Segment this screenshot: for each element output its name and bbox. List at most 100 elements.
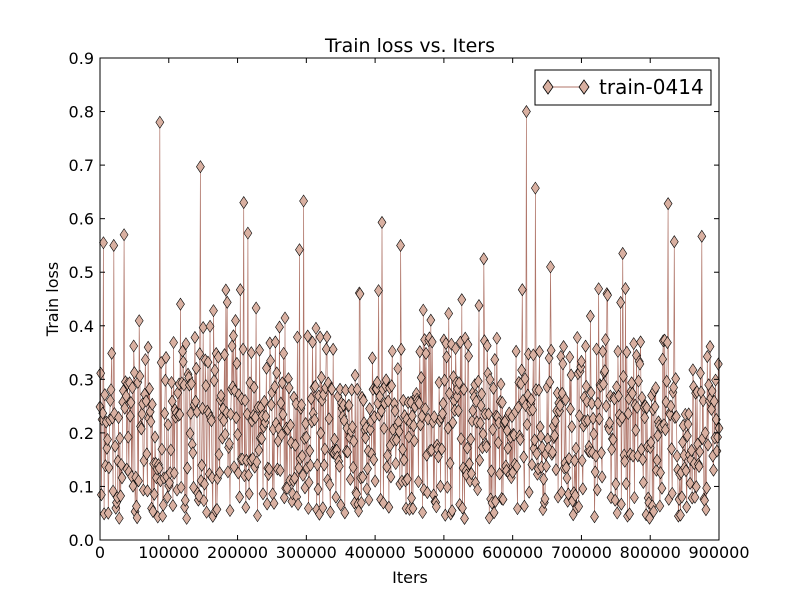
data-point-marker xyxy=(132,511,142,525)
data-point-marker xyxy=(383,448,392,463)
x-tick-label: 900000 xyxy=(688,543,749,562)
data-point-marker xyxy=(209,304,218,318)
data-point-marker xyxy=(484,407,493,421)
data-point-marker xyxy=(485,372,495,387)
data-point-marker xyxy=(369,453,379,467)
data-point-marker xyxy=(466,432,476,446)
data-point-marker xyxy=(297,449,307,463)
data-point-marker xyxy=(453,404,463,418)
data-point-marker xyxy=(619,369,628,383)
data-point-marker xyxy=(517,283,527,297)
data-point-marker xyxy=(372,375,382,389)
data-point-marker xyxy=(374,284,383,298)
data-point-marker xyxy=(447,504,457,518)
data-point-marker xyxy=(601,399,611,413)
data-point-marker xyxy=(434,450,443,464)
x-tick-label: 0 xyxy=(95,543,105,562)
data-point-marker xyxy=(421,346,431,360)
data-point-marker xyxy=(427,335,437,349)
data-point-marker xyxy=(561,393,570,407)
data-point-marker xyxy=(216,389,226,403)
data-point-marker xyxy=(631,423,641,437)
data-point-marker xyxy=(477,387,487,401)
data-point-marker xyxy=(251,410,260,424)
data-point-marker xyxy=(645,511,654,525)
data-point-marker xyxy=(293,330,302,344)
data-point-marker xyxy=(147,397,157,411)
data-point-marker xyxy=(700,426,710,440)
data-point-marker xyxy=(190,330,200,345)
data-point-marker xyxy=(102,441,112,455)
data-point-marker xyxy=(277,428,286,442)
data-point-marker xyxy=(142,447,152,461)
data-point-marker xyxy=(677,490,687,504)
data-point-marker xyxy=(684,407,694,421)
data-point-marker xyxy=(555,398,565,413)
data-point-marker xyxy=(359,393,368,408)
data-point-marker xyxy=(577,354,586,368)
data-point-marker xyxy=(253,509,262,523)
data-point-marker xyxy=(277,376,287,390)
data-point-marker xyxy=(180,493,190,507)
data-point-marker xyxy=(707,384,717,398)
data-point-marker xyxy=(262,497,272,511)
data-point-marker xyxy=(106,383,116,397)
data-point-marker xyxy=(275,320,284,334)
data-point-marker xyxy=(598,344,608,358)
data-point-marker xyxy=(103,506,113,520)
data-point-marker xyxy=(528,403,537,417)
data-point-marker xyxy=(199,494,209,508)
data-point-marker xyxy=(489,381,498,395)
data-point-marker xyxy=(482,440,491,454)
data-point-marker xyxy=(587,397,597,411)
data-point-marker xyxy=(396,342,406,356)
data-point-marker xyxy=(578,482,588,496)
data-point-marker xyxy=(442,350,452,364)
data-point-marker xyxy=(702,481,711,495)
data-point-marker xyxy=(600,364,610,378)
y-tick-label: 0.8 xyxy=(69,103,94,122)
data-point-marker xyxy=(653,429,663,443)
data-point-marker xyxy=(181,337,191,351)
data-point-marker xyxy=(652,453,662,467)
data-point-marker xyxy=(399,453,409,467)
data-point-marker xyxy=(711,373,720,387)
data-point-marker xyxy=(352,382,362,396)
data-point-marker xyxy=(197,458,207,472)
data-point-marker xyxy=(127,381,137,395)
data-point-marker xyxy=(207,471,217,485)
data-point-marker xyxy=(97,488,106,502)
data-point-marker xyxy=(239,196,249,210)
legend-marker-right xyxy=(578,79,590,95)
data-point-marker xyxy=(488,423,498,437)
data-point-marker xyxy=(220,427,230,441)
data-point-marker xyxy=(194,489,204,503)
data-point-marker xyxy=(621,282,630,296)
data-point-marker xyxy=(146,415,156,429)
data-point-marker xyxy=(215,466,225,480)
data-point-marker xyxy=(418,303,428,317)
data-point-marker xyxy=(260,394,269,408)
data-point-marker xyxy=(605,416,615,430)
data-point-marker xyxy=(396,238,405,252)
data-point-marker xyxy=(463,338,473,352)
data-point-marker xyxy=(134,314,144,328)
data-point-marker xyxy=(532,447,542,461)
data-point-marker xyxy=(458,501,467,515)
data-point-marker xyxy=(227,339,237,353)
data-point-marker xyxy=(441,337,451,351)
data-point-marker xyxy=(160,373,170,387)
data-point-marker xyxy=(695,445,705,459)
data-point-marker xyxy=(191,361,201,376)
data-point-marker xyxy=(524,485,534,499)
data-point-marker xyxy=(698,394,708,408)
data-point-marker xyxy=(158,498,168,512)
y-tick-label: 0.5 xyxy=(69,263,94,282)
data-point-marker xyxy=(642,401,652,415)
data-point-marker xyxy=(365,402,374,416)
y-tick-label: 0.0 xyxy=(69,531,94,550)
data-point-marker xyxy=(474,299,484,313)
data-point-marker xyxy=(316,426,326,440)
data-point-marker xyxy=(121,389,131,403)
data-point-marker xyxy=(408,502,418,516)
